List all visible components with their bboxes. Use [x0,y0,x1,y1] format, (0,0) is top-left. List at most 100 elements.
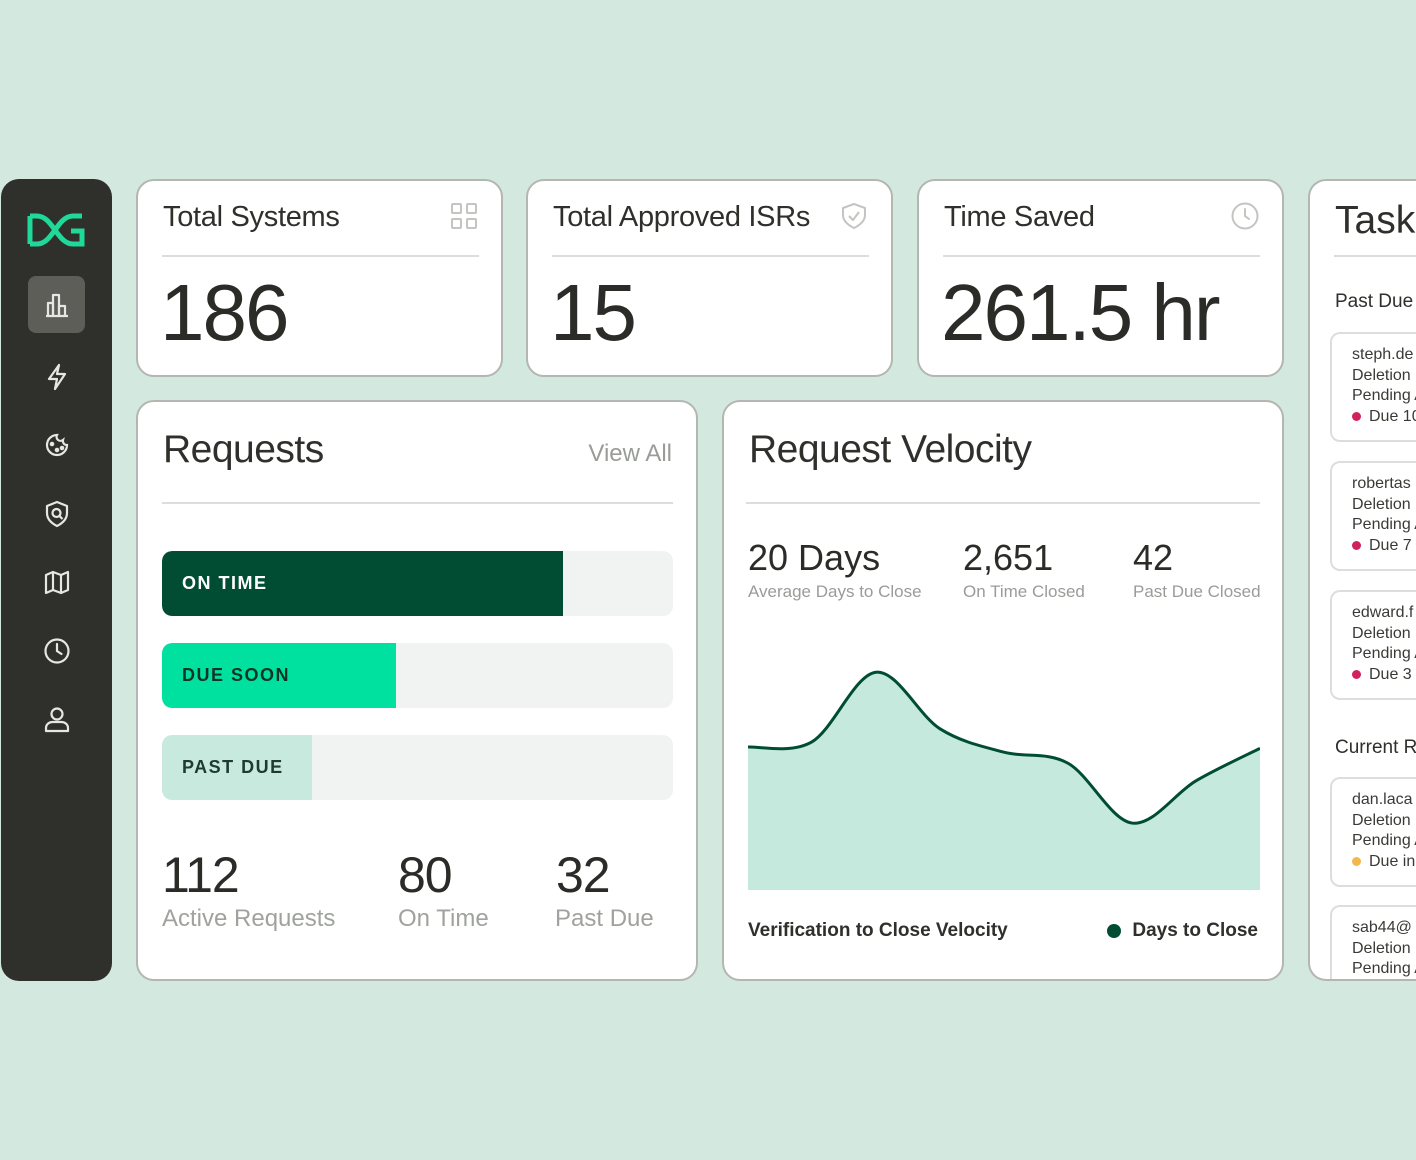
task-status: Pending A [1352,387,1416,404]
task-item[interactable]: edward.f Deletion I Pending A Due 3 d [1330,590,1416,700]
task-status: Pending A [1352,516,1416,533]
task-user: edward.f [1352,604,1414,621]
nav-profile[interactable] [28,690,85,747]
task-group-past-due: Past Due [1335,291,1414,312]
nav-map[interactable] [28,553,85,610]
shield-check-icon [842,203,866,229]
velocity-avg-label: Average Days to Close [748,582,922,601]
stat-title: Total Systems [163,201,340,233]
divider [943,255,1260,257]
task-type: Deletion I [1352,811,1416,829]
bar-label: ON TIME [182,573,268,593]
cookie-icon [45,433,68,456]
legend-dot [1107,924,1122,938]
task-user: dan.laca [1352,791,1413,808]
clock-icon [43,637,70,664]
task-status: Pending A [1352,960,1416,977]
task-group-current: Current R [1335,737,1416,758]
bar-on-time: ON TIME [162,551,673,616]
bar-fill: DUE SOON [162,643,396,708]
velocity-title: Request Velocity [749,428,1032,471]
chart-area-fill [748,672,1260,890]
velocity-on-time-value: 2,651 [963,537,1054,578]
chart-legend: Days to Close [1107,920,1258,942]
task-user: steph.de [1352,346,1414,363]
nav-automations[interactable] [28,348,85,405]
legend-label: Days to Close [1132,920,1258,941]
map-icon [44,570,69,594]
velocity-past-due-value: 42 [1133,537,1174,578]
task-due-row: Due 3 d [1352,665,1416,686]
task-item[interactable]: robertas Deletion I Pending A Due 7 d [1330,461,1416,571]
velocity-past-due-label: Past Due Closed [1133,582,1261,601]
user-icon [44,706,69,732]
metric-on-time-label: On Time [398,905,489,932]
stat-title: Time Saved [944,201,1095,233]
stat-card-time-saved: Time Saved 261.5 hr [917,179,1284,377]
metric-active-value: 112 [162,847,240,903]
stat-value: 186 [160,268,289,357]
metric-past-due-value: 32 [556,847,611,903]
task-due-row: Due 7 d [1352,536,1416,557]
divider [162,502,673,504]
task-due-row: Due 10 [1352,407,1416,428]
view-all-link[interactable]: View All [588,440,672,467]
divider [746,502,1260,504]
bar-label: PAST DUE [182,757,284,777]
metric-past-due-label: Past Due [555,905,654,932]
bar-label: DUE SOON [182,665,291,685]
task-user: robertas [1352,475,1411,492]
velocity-card: Request Velocity 20 Days Average Days to… [722,400,1284,981]
task-item[interactable]: steph.de Deletion I Pending A Due 10 [1330,332,1416,442]
velocity-footer-label: Verification to Close Velocity [748,920,1008,941]
requests-title: Requests [163,428,324,471]
nav-history[interactable] [28,622,85,679]
velocity-chart [748,670,1260,890]
stat-value: 261.5 hr [941,268,1221,357]
tasks-panel: Tasks Past Due steph.de Deletion I Pendi… [1308,179,1416,981]
metric-active-label: Active Requests [162,905,336,932]
velocity-on-time-label: On Time Closed [963,582,1085,601]
task-due: Due 7 d [1369,536,1416,554]
chart-series-line [748,670,1260,825]
stat-card-approved-isrs: Total Approved ISRs 15 [526,179,893,377]
bar-fill: ON TIME [162,551,564,616]
stat-title: Total Approved ISRs [553,201,811,233]
task-due: Due 10 [1369,407,1416,425]
task-due-row: Due in [1352,852,1416,873]
nav-security[interactable] [28,485,85,542]
divider [162,255,479,257]
bar-past-due: PAST DUE [162,735,673,800]
stat-card-total-systems: Total Systems 186 [136,179,503,377]
status-dot [1352,670,1361,680]
shield-search-icon [45,500,68,527]
divider [1334,255,1416,257]
bar-fill: PAST DUE [162,735,313,800]
status-dot [1352,412,1361,422]
clock-icon [1231,202,1259,230]
grid-icon [451,203,477,229]
task-type: Deletion I [1352,366,1416,384]
task-due: Due 3 d [1369,665,1416,683]
nav-dashboard[interactable] [28,276,85,333]
stat-value: 15 [550,268,637,357]
bar-chart-icon [45,293,68,317]
task-item[interactable]: dan.laca Deletion I Pending A Due in [1330,777,1416,887]
tasks-title: Tasks [1335,199,1416,242]
task-item[interactable]: sab44@ Deletion I Pending A [1330,905,1416,979]
task-user: sab44@ [1352,919,1412,936]
status-dot [1352,541,1361,551]
nav-cookies[interactable] [28,416,85,473]
task-type: Deletion I [1352,495,1416,513]
metric-on-time-value: 80 [398,847,453,903]
task-type: Deletion I [1352,624,1416,642]
lightning-icon [47,363,66,390]
dg-logo-icon[interactable] [27,213,85,252]
task-due: Due in [1369,852,1416,870]
task-status: Pending A [1352,832,1416,849]
velocity-avg-value: 20 Days [748,537,881,578]
task-type: Deletion I [1352,939,1416,957]
status-dot [1352,857,1361,867]
requests-card: Requests View All ON TIME DUE SOON PAST … [136,400,698,981]
bar-due-soon: DUE SOON [162,643,673,708]
